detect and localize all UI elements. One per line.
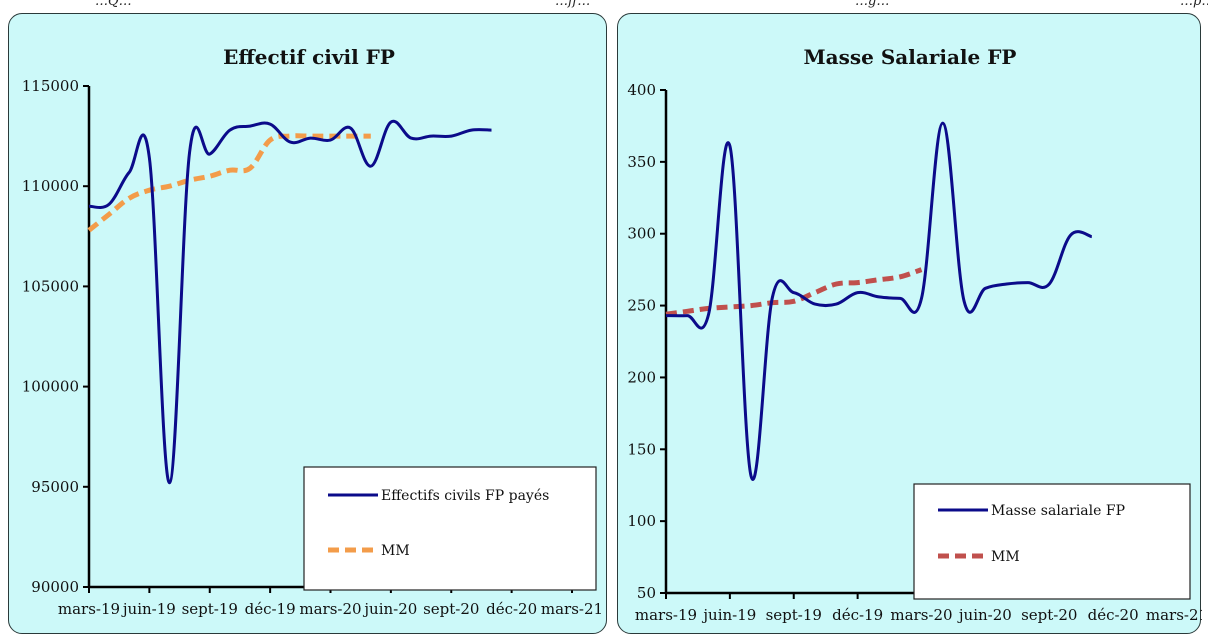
x-tick-label: juin-19 [701,606,756,624]
legend-label: MM [991,549,1020,565]
x-tick-label: mars-19 [635,606,697,624]
y-tick-label: 100 [627,512,656,530]
top-fragment: …p… [1180,0,1208,9]
x-tick-label: déc-20 [1088,606,1139,624]
x-tick-label: sept-19 [182,600,238,618]
y-tick-label: 105000 [22,277,79,295]
x-tick-label: juin-19 [121,600,176,618]
x-tick-label: mars-21 [1146,606,1202,624]
legend-label: Masse salariale FP [991,503,1125,519]
x-tick-label: sept-19 [766,606,822,624]
y-tick-label: 50 [637,584,656,602]
series-line-main [88,119,492,485]
legend-label: Effectifs civils FP payés [381,488,549,504]
y-tick-label: 115000 [22,77,79,95]
x-tick-label: mars-21 [541,600,603,618]
y-tick-label: 110000 [22,177,79,195]
chart-masse-svg: Masse Salariale FP 50 100 150 200 250 300 350 40… [627,45,1202,624]
chart-title: Effectif civil FP [223,45,395,69]
x-tick-label: mars-20 [299,600,361,618]
chart-panel-effectif: Effectif civil FP 90000 95000 100000 105000 1… [8,13,607,634]
legend-box [303,466,597,591]
x-tick-label: déc-19 [245,600,296,618]
y-tick-label: 200 [627,368,656,386]
series-line-main [665,121,1093,481]
x-tick-label: mars-20 [890,606,952,624]
y-tick-label: 90000 [31,578,79,596]
x-tick-label: mars-19 [58,600,120,618]
top-fragment: …Q… [95,0,132,9]
y-tick-label: 250 [627,297,656,315]
top-fragment: …g… [855,0,890,9]
legend-label: MM [381,543,410,559]
legend-box [913,483,1191,600]
top-fragment: …ff… [555,0,591,9]
top-cropped-text: …Q… …ff… …g… …p… [0,0,1208,14]
chart-panel-masse: Masse Salariale FP 50 100 150 200 250 300 350 40… [617,13,1202,634]
chart-effectif-svg: Effectif civil FP 90000 95000 100000 105000 1… [22,45,603,618]
x-tick-label: sept-20 [423,600,479,618]
y-tick-label: 150 [627,440,656,458]
x-tick-label: sept-20 [1021,606,1077,624]
x-tick-label: juin-20 [957,606,1012,624]
y-tick-label: 100000 [22,378,79,396]
y-tick-label: 350 [627,153,656,171]
y-tick-label: 400 [627,81,656,99]
y-tick-label: 95000 [31,478,79,496]
chart-title: Masse Salariale FP [804,45,1017,69]
x-tick-label: juin-20 [362,600,417,618]
y-tick-label: 300 [627,225,656,243]
x-tick-label: déc-20 [486,600,537,618]
series-line-mm [87,133,371,233]
x-tick-label: déc-19 [832,606,883,624]
